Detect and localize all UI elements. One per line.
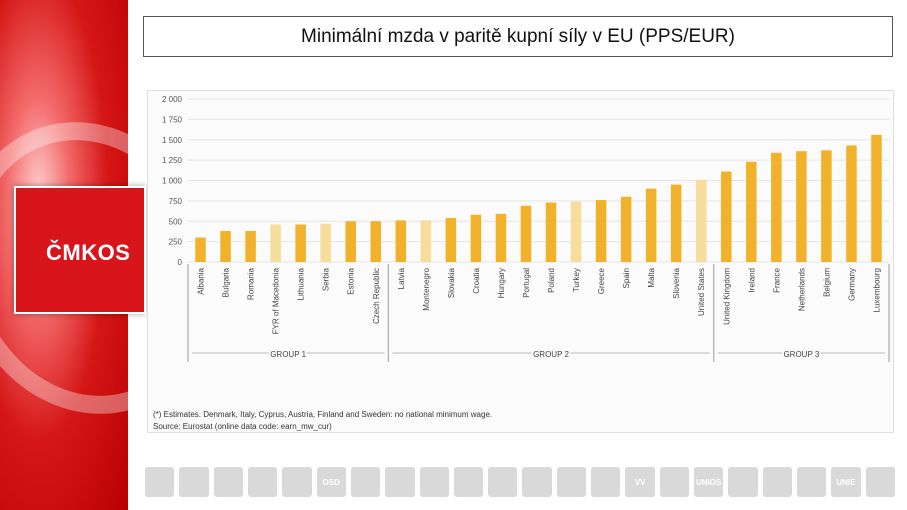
group-label: GROUP 2 bbox=[533, 350, 569, 359]
partner-logo: UNIE bbox=[831, 467, 861, 497]
category-label: Ireland bbox=[747, 268, 756, 292]
bar bbox=[670, 184, 682, 262]
bar bbox=[220, 231, 231, 262]
partner-logo bbox=[659, 467, 689, 497]
bar bbox=[495, 213, 507, 262]
y-tick-label: 1 500 bbox=[162, 136, 183, 145]
partner-logo bbox=[179, 467, 209, 497]
y-tick-label: 250 bbox=[169, 238, 183, 247]
category-label: Slovenia bbox=[672, 267, 681, 298]
category-label: Serbia bbox=[322, 267, 331, 291]
category-label: Turkey bbox=[572, 268, 581, 292]
bar bbox=[270, 224, 281, 262]
group-label: GROUP 3 bbox=[783, 350, 819, 359]
partner-logo bbox=[213, 467, 243, 497]
bar bbox=[570, 201, 582, 262]
category-label: Malta bbox=[647, 267, 656, 287]
group-label: GROUP 1 bbox=[270, 350, 306, 359]
category-label: Latvia bbox=[397, 267, 406, 289]
chart-frame: 0 250 500 750 1 000 1 250 1 500 1 750 2 000 Alban… bbox=[147, 90, 894, 433]
category-label: Bulgaria bbox=[222, 267, 231, 297]
bar bbox=[821, 150, 832, 262]
category-label: Hungary bbox=[497, 268, 506, 298]
category-label: Portugal bbox=[522, 268, 531, 298]
y-tick-label: 1 750 bbox=[162, 115, 183, 124]
category-label: United Kingdom bbox=[722, 268, 731, 325]
partner-logos: OSD VV UNIOS UNIE bbox=[145, 462, 895, 502]
bar bbox=[796, 151, 807, 262]
category-label: Luxembourg bbox=[872, 268, 881, 312]
bar bbox=[370, 221, 382, 262]
bar bbox=[195, 237, 206, 262]
cmkos-logo: ČMKOS bbox=[14, 186, 146, 314]
bar bbox=[595, 200, 607, 262]
category-label: Slovakia bbox=[447, 267, 456, 298]
category-label: Poland bbox=[547, 268, 556, 293]
partner-logo bbox=[419, 467, 449, 497]
category-label: United States bbox=[697, 268, 706, 316]
partner-logo bbox=[591, 467, 621, 497]
partner-logo bbox=[728, 467, 758, 497]
bar bbox=[620, 196, 632, 262]
slide-title: Minimální mzda v paritě kupní síly v EU … bbox=[143, 16, 893, 57]
category-label: Lithuania bbox=[297, 267, 306, 300]
category-label: Netherlands bbox=[797, 268, 806, 311]
category-label: Germany bbox=[847, 268, 856, 301]
partner-logo: OSD bbox=[316, 467, 346, 497]
category-label: Estonia bbox=[347, 267, 356, 294]
category-label: France bbox=[772, 267, 781, 292]
logo-text: ČMKOS bbox=[46, 240, 131, 265]
partner-logo bbox=[247, 467, 278, 497]
bar bbox=[470, 214, 482, 262]
partner-logo bbox=[350, 467, 381, 497]
bar bbox=[771, 152, 782, 262]
bar bbox=[420, 220, 432, 262]
bar bbox=[871, 134, 882, 262]
partner-logo bbox=[762, 467, 792, 497]
category-label: Romania bbox=[247, 267, 256, 300]
bar bbox=[345, 221, 356, 262]
partner-logo bbox=[145, 467, 175, 497]
y-tick-label: 0 bbox=[178, 258, 183, 267]
category-label: Czech Republic bbox=[372, 268, 381, 324]
partner-logo: VV bbox=[625, 467, 655, 497]
y-tick-label: 500 bbox=[169, 217, 183, 226]
partner-logo bbox=[865, 467, 895, 497]
category-label: Spain bbox=[622, 268, 631, 288]
bar bbox=[520, 205, 532, 262]
category-label: Montenegro bbox=[422, 267, 431, 310]
category-label: Greece bbox=[597, 267, 606, 294]
chart-footnote: (*) Estimates. Denmark, Italy, Cyprus, A… bbox=[153, 410, 493, 419]
bar bbox=[545, 202, 557, 262]
bar bbox=[721, 171, 732, 262]
bar bbox=[320, 223, 331, 262]
bar bbox=[395, 220, 407, 262]
bar bbox=[695, 179, 707, 262]
bar bbox=[445, 217, 457, 262]
chart-source: Source: Eurostat (online data code: earn… bbox=[153, 422, 332, 431]
bar bbox=[645, 188, 657, 262]
bar bbox=[746, 161, 757, 262]
bar bbox=[295, 224, 306, 262]
y-tick-label: 750 bbox=[169, 197, 183, 206]
category-label: FYR of Macedonia bbox=[272, 267, 281, 334]
partner-logo bbox=[385, 467, 415, 497]
category-label: Croatia bbox=[472, 267, 481, 293]
y-tick-label: 2 000 bbox=[162, 95, 183, 104]
bar bbox=[245, 231, 256, 262]
partner-logo bbox=[453, 467, 484, 497]
y-tick-label: 1 000 bbox=[162, 177, 183, 186]
partner-logo bbox=[796, 467, 827, 497]
partner-logo bbox=[282, 467, 312, 497]
category-label: Albania bbox=[197, 267, 206, 294]
partner-logo: UNIOS bbox=[694, 467, 724, 497]
partner-logo bbox=[488, 467, 518, 497]
bar bbox=[846, 145, 857, 262]
y-tick-label: 1 250 bbox=[162, 156, 183, 165]
category-label: Belgium bbox=[822, 268, 831, 297]
partner-logo bbox=[556, 467, 587, 497]
partner-logo bbox=[522, 467, 552, 497]
bar-chart: 0 250 500 750 1 000 1 250 1 500 1 750 2 000 Alban… bbox=[162, 95, 890, 362]
